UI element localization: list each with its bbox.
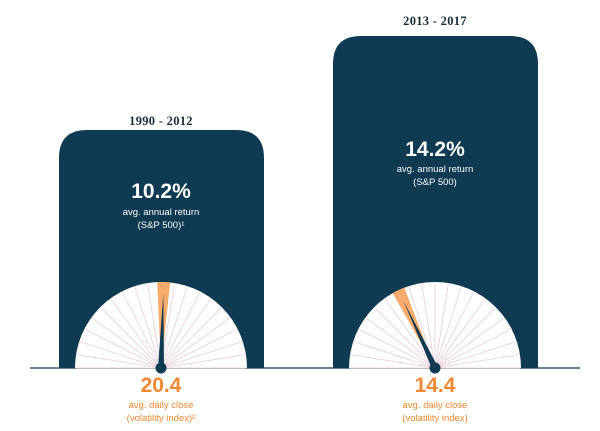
volatility-label-right: avg. daily close (402, 400, 468, 411)
annual-return-value-right: 14.2% (405, 138, 465, 161)
gauge-tick (160, 329, 237, 369)
annual-return-label-left: avg. annual return (122, 207, 200, 218)
volatility-label-left: avg. daily close (128, 400, 194, 411)
panel-right (333, 36, 538, 368)
gauge-tick (122, 292, 162, 369)
volatility-source-right: (volatility index) (402, 413, 468, 424)
gauge-tick (365, 317, 436, 369)
gauge-tick (160, 287, 188, 369)
gauge-tick (160, 292, 200, 369)
gauge-tick (434, 317, 505, 369)
gauge-tick (147, 283, 162, 369)
gauge-tick (434, 307, 496, 369)
gauge-left (59, 130, 264, 374)
gauge-tick (421, 283, 436, 369)
gauge-tick (160, 317, 231, 369)
gauge-pivot-right (429, 362, 441, 374)
period-label-right: 2013 - 2017 (403, 14, 467, 28)
gauge-tick (354, 341, 436, 369)
gauge-tick (100, 307, 162, 369)
gauge-tick (434, 298, 486, 369)
gauge-tick (374, 307, 436, 369)
gauge-tick (160, 298, 212, 369)
gauge-tick (160, 354, 246, 369)
gauge-tick (76, 354, 162, 369)
gauge-tick (434, 329, 511, 369)
gauge-tick (350, 354, 436, 369)
gauge-tick (434, 283, 449, 369)
gauge-tick (91, 317, 162, 369)
volatility-value-right: 14.4 (414, 374, 456, 397)
volatility-value-left: 20.4 (140, 374, 182, 397)
gauge-tick (434, 341, 516, 369)
gauge-tick (434, 292, 474, 369)
annual-return-label-right: avg. annual return (396, 164, 474, 175)
annual-return-source-left: (S&P 500)¹ (137, 220, 185, 231)
gauge-pivot-left (155, 362, 167, 374)
annual-return-source-right: (S&P 500) (413, 177, 457, 188)
gauge-tick (384, 298, 436, 369)
gauge-needle-left (158, 294, 164, 369)
gauge-tick (80, 341, 162, 369)
volatility-source-left: (volatility index)² (126, 413, 196, 424)
gauge-right (333, 36, 538, 374)
gauge-tick (160, 307, 222, 369)
gauge-tick (359, 329, 436, 369)
gauge-tick (434, 287, 462, 369)
gauge-tick (134, 287, 162, 369)
period-label-left: 1990 - 2012 (129, 114, 193, 128)
gauge-tick (434, 354, 520, 369)
annual-return-value-left: 10.2% (131, 180, 191, 203)
gauge-needle-right (403, 301, 438, 370)
gauge-tick (160, 341, 242, 369)
gauge-tick (85, 329, 162, 369)
gauge-tick (110, 298, 162, 369)
